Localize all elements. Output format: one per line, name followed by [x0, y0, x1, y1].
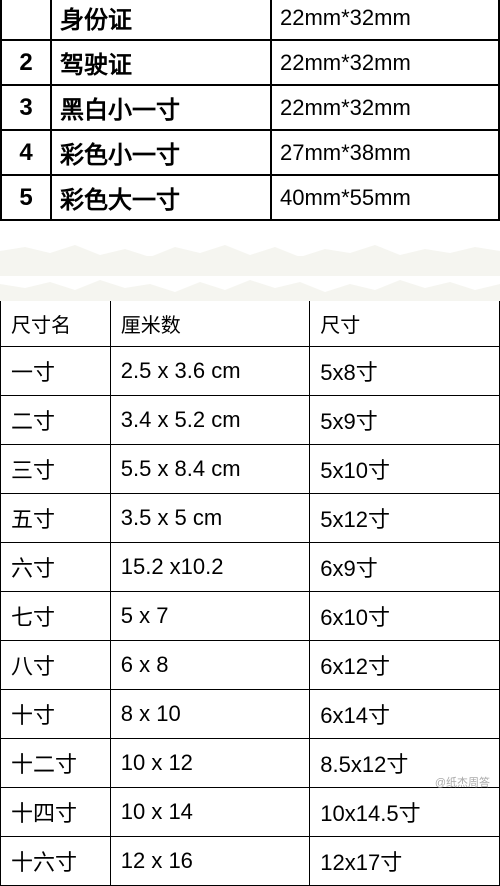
table-row: 3 黑白小一寸 22mm*32mm: [1, 85, 499, 130]
size-cm: 5.5 x 8.4 cm: [110, 445, 310, 494]
photo-type-name: 彩色小一寸: [51, 130, 271, 175]
photo-size: 40mm*55mm: [271, 175, 499, 220]
photo-size: 22mm*32mm: [271, 0, 499, 40]
section-gap: [0, 256, 500, 276]
row-number: 2: [1, 40, 51, 85]
size-name: 十六寸: [1, 837, 111, 886]
table-row: 二寸 3.4 x 5.2 cm 5x9寸: [1, 396, 500, 445]
size-name: 十二寸: [1, 739, 111, 788]
column-header-cm: 厘米数: [110, 301, 310, 347]
row-number: 4: [1, 130, 51, 175]
table-header-row: 尺寸名 厘米数 尺寸: [1, 301, 500, 347]
size-inch: 5x9寸: [310, 396, 500, 445]
table-row: 七寸 5 x 7 6x10寸: [1, 592, 500, 641]
photo-size: 27mm*38mm: [271, 130, 499, 175]
size-cm: 3.5 x 5 cm: [110, 494, 310, 543]
torn-paper-edge: [0, 221, 500, 256]
size-name: 六寸: [1, 543, 111, 592]
size-cm: 5 x 7: [110, 592, 310, 641]
photo-type-name: 驾驶证: [51, 40, 271, 85]
top-table-section: 身份证 22mm*32mm 2 驾驶证 22mm*32mm 3 黑白小一寸 22…: [0, 0, 500, 256]
column-header-name: 尺寸名: [1, 301, 111, 347]
size-name: 二寸: [1, 396, 111, 445]
column-header-inch: 尺寸: [310, 301, 500, 347]
photo-type-name: 黑白小一寸: [51, 85, 271, 130]
size-cm: 12 x 16: [110, 837, 310, 886]
watermark-text: @纸杰周答: [435, 774, 490, 790]
table-row: 八寸 6 x 8 6x12寸: [1, 641, 500, 690]
size-inch: 12x17寸: [310, 837, 500, 886]
size-inch: 5x8寸: [310, 347, 500, 396]
size-inch: 6x12寸: [310, 641, 500, 690]
table-row: 2 驾驶证 22mm*32mm: [1, 40, 499, 85]
table-row: 身份证 22mm*32mm: [1, 0, 499, 40]
table-row: 十二寸 10 x 12 8.5x12寸: [1, 739, 500, 788]
size-inch: 6x9寸: [310, 543, 500, 592]
size-cm: 15.2 x10.2: [110, 543, 310, 592]
size-inch: 6x10寸: [310, 592, 500, 641]
size-name: 七寸: [1, 592, 111, 641]
table-row: 六寸 15.2 x10.2 6x9寸: [1, 543, 500, 592]
id-photo-size-table: 身份证 22mm*32mm 2 驾驶证 22mm*32mm 3 黑白小一寸 22…: [0, 0, 500, 221]
photo-size: 22mm*32mm: [271, 85, 499, 130]
table-row: 十六寸 12 x 16 12x17寸: [1, 837, 500, 886]
table-row: 4 彩色小一寸 27mm*38mm: [1, 130, 499, 175]
table-row: 五寸 3.5 x 5 cm 5x12寸: [1, 494, 500, 543]
torn-paper-edge: [0, 276, 500, 301]
size-name: 五寸: [1, 494, 111, 543]
size-cm: 6 x 8: [110, 641, 310, 690]
table-row: 三寸 5.5 x 8.4 cm 5x10寸: [1, 445, 500, 494]
size-cm: 2.5 x 3.6 cm: [110, 347, 310, 396]
row-number: [1, 0, 51, 40]
size-cm: 8 x 10: [110, 690, 310, 739]
size-name: 十寸: [1, 690, 111, 739]
size-cm: 10 x 12: [110, 739, 310, 788]
size-cm: 3.4 x 5.2 cm: [110, 396, 310, 445]
table-row: 一寸 2.5 x 3.6 cm 5x8寸: [1, 347, 500, 396]
photo-size: 22mm*32mm: [271, 40, 499, 85]
print-size-table: 尺寸名 厘米数 尺寸 一寸 2.5 x 3.6 cm 5x8寸 二寸 3.4 x…: [0, 301, 500, 886]
size-name: 三寸: [1, 445, 111, 494]
size-name: 八寸: [1, 641, 111, 690]
size-name: 一寸: [1, 347, 111, 396]
size-inch: 6x14寸: [310, 690, 500, 739]
photo-type-name: 彩色大一寸: [51, 175, 271, 220]
size-inch: 5x10寸: [310, 445, 500, 494]
photo-type-name: 身份证: [51, 0, 271, 40]
row-number: 3: [1, 85, 51, 130]
table-row: 5 彩色大一寸 40mm*55mm: [1, 175, 499, 220]
size-inch: 5x12寸: [310, 494, 500, 543]
row-number: 5: [1, 175, 51, 220]
table-row: 十寸 8 x 10 6x14寸: [1, 690, 500, 739]
